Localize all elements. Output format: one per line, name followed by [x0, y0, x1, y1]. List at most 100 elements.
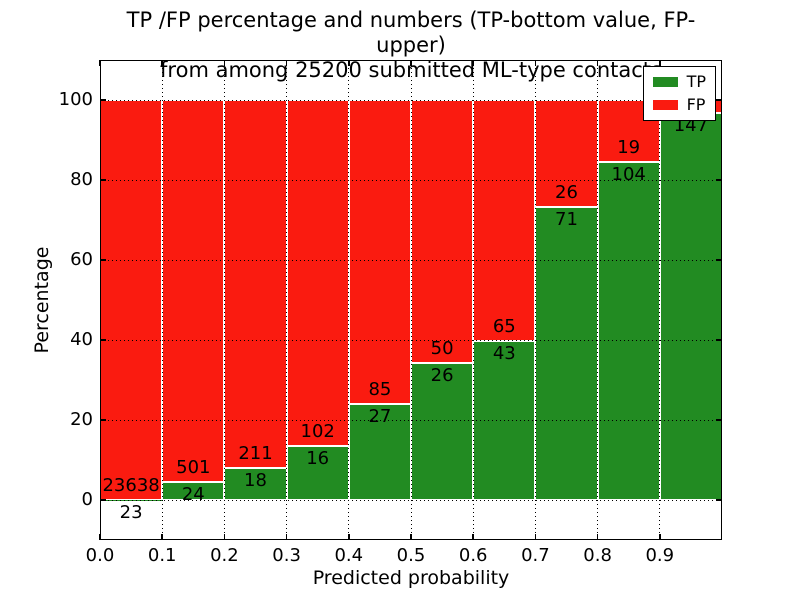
chart-title-line1: TP /FP percentage and numbers (TP-bottom…: [126, 8, 696, 57]
bar-label-fp: 23638: [102, 474, 160, 496]
tick-mark-x: [410, 534, 412, 540]
x-tick-label: 0.1: [147, 545, 177, 566]
bar-label-tp: 23: [119, 501, 143, 523]
tick-mark-y: [100, 259, 106, 261]
y-tick-label: 20: [70, 409, 93, 430]
tick-mark-y: [100, 99, 106, 101]
legend-swatch-tp-icon: [652, 77, 678, 87]
tick-mark-x: [161, 534, 163, 540]
gridline-vertical: [223, 60, 225, 540]
y-tick-label: 0: [81, 489, 93, 510]
legend-label-fp: FP: [686, 95, 706, 114]
tick-mark-y: [716, 179, 722, 181]
bar-segment-fp: [473, 100, 536, 341]
bar-segment-tp: [659, 113, 722, 500]
legend-label-tp: TP: [686, 72, 706, 91]
bar-label-tp: 26: [430, 365, 454, 387]
bar-segment-tp: [535, 207, 598, 500]
tick-mark-y: [100, 339, 106, 341]
gridline-vertical: [659, 60, 661, 540]
tick-mark-x: [99, 534, 101, 540]
gridline-horizontal: [100, 499, 722, 501]
y-tick-label: 40: [70, 329, 93, 350]
tick-mark-x: [659, 60, 661, 66]
chart-title: TP /FP percentage and numbers (TP-bottom…: [100, 8, 722, 83]
legend-item-fp: FP: [652, 95, 706, 114]
tick-mark-y: [716, 259, 722, 261]
bar-segment-fp: [162, 100, 225, 482]
bar-label-fp: 19: [617, 136, 641, 158]
bar-segment-tp: [597, 161, 660, 500]
tick-mark-x: [596, 534, 599, 540]
gridline-vertical: [161, 60, 163, 540]
tick-mark-x: [161, 60, 163, 66]
bar-label-tp: 18: [244, 470, 267, 492]
tick-mark-y: [100, 419, 106, 421]
gridline-horizontal: [100, 339, 722, 341]
x-tick-label: 0.4: [334, 545, 364, 566]
x-tick-label: 0.5: [396, 545, 426, 566]
bar-label-fp: 102: [300, 420, 335, 442]
bar-label-tp: 104: [611, 163, 646, 185]
y-tick-label: 60: [70, 249, 93, 270]
x-tick-label: 0.2: [210, 545, 239, 566]
bar-segment-tp: [162, 481, 225, 500]
gridline-horizontal: [100, 99, 722, 101]
x-tick-label: 0.7: [521, 545, 550, 566]
tick-mark-y: [716, 419, 722, 421]
tick-mark-x: [348, 534, 350, 540]
bar-segment-tp: [411, 363, 474, 500]
bar-label-fp: 26: [555, 182, 578, 204]
tick-mark-x: [659, 534, 661, 540]
plot-area: TP FP 23638 23 501 24 211 18 102 16 85 27 50 26 65 43…: [99, 60, 722, 540]
tick-mark-y: [716, 499, 722, 501]
tick-mark-x: [285, 534, 288, 540]
tick-mark-x: [223, 60, 226, 66]
tick-mark-y: [100, 179, 106, 181]
tick-mark-x: [410, 60, 412, 66]
bar-segment-fp: [286, 100, 349, 446]
x-tick-label: 0.8: [583, 545, 612, 566]
gridline-horizontal: [100, 259, 722, 261]
bar-label-fp: 50: [430, 338, 454, 360]
tick-mark-y: [100, 499, 106, 501]
x-axis-label: Predicted probability: [312, 567, 510, 589]
bar-label-fp: 501: [176, 456, 211, 478]
bar-label-fp: 65: [492, 315, 516, 337]
x-tick-label: 0.3: [272, 545, 301, 566]
bar-segment-tp: [224, 468, 287, 500]
bar-label-tp: 43: [492, 342, 516, 364]
tick-mark-x: [596, 60, 599, 66]
bar-label-fp: 211: [238, 443, 273, 465]
gridline-vertical: [597, 60, 599, 540]
bar-label-fp: 85: [368, 378, 392, 400]
bar-segment-fp: [224, 100, 287, 469]
x-tick-label: 0.6: [458, 545, 488, 566]
gridline-vertical: [286, 60, 288, 540]
y-tick-label: 100: [58, 89, 93, 110]
gridline-horizontal: [100, 179, 722, 181]
gridline-horizontal: [100, 419, 722, 421]
tick-mark-y: [716, 99, 722, 101]
tick-mark-x: [472, 534, 474, 540]
legend-item-tp: TP: [652, 72, 706, 91]
bar-segment-fp: [535, 100, 598, 208]
tick-mark-x: [348, 60, 350, 66]
gridline-vertical: [534, 60, 536, 540]
bar-segment-tp: [286, 445, 349, 500]
tick-mark-y: [716, 339, 722, 341]
tick-mark-x: [285, 60, 288, 66]
tick-mark-x: [534, 534, 537, 540]
tick-mark-x: [99, 60, 101, 66]
bar-segment-fp: [348, 100, 411, 404]
tick-mark-x: [534, 60, 537, 66]
bar-label-tp: 16: [306, 447, 330, 469]
y-tick-label: 80: [70, 169, 93, 190]
x-tick-label: 0.0: [85, 545, 115, 566]
bar-segment-fp: [100, 100, 163, 500]
gridline-vertical: [348, 60, 350, 540]
legend: TP FP: [642, 66, 716, 121]
bar-label-tp: 27: [368, 405, 392, 427]
x-tick-label: 0.9: [645, 545, 675, 566]
